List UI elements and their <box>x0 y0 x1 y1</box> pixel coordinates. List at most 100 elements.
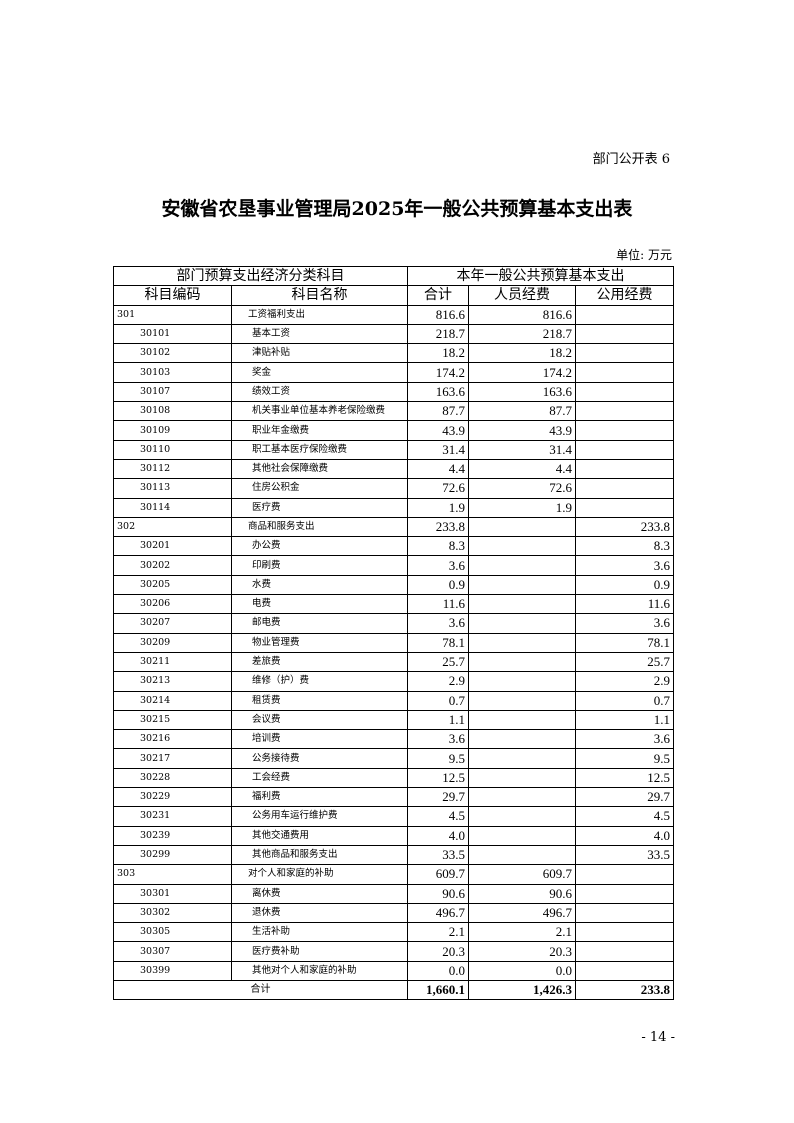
total-cell: 2.9 <box>407 671 469 692</box>
personnel-cell <box>468 709 576 731</box>
code-cell: 30108 <box>113 401 232 422</box>
public-cell: 78.1 <box>575 632 674 653</box>
table-row: 30205 水费 0.9 0.9 <box>113 574 674 596</box>
personnel-cell: 609.7 <box>468 864 576 885</box>
total-cell: 3.6 <box>407 555 469 576</box>
total-cell: 2.1 <box>407 922 469 943</box>
public-cell: 9.5 <box>575 748 674 769</box>
table-row: 30110 职工基本医疗保险缴费 31.4 31.4 <box>113 439 674 460</box>
public-cell <box>575 883 674 904</box>
code-cell: 30216 <box>113 729 232 750</box>
code-cell: 303 <box>113 864 232 885</box>
personnel-cell: 31.4 <box>468 439 576 460</box>
total-cell: 3.6 <box>407 729 469 750</box>
table-row: 30206 电费 11.6 11.6 <box>113 594 674 615</box>
total-cell: 29.7 <box>407 787 469 808</box>
table-row: 30112 其他社会保障缴费 4.4 4.4 <box>113 458 674 480</box>
unit-label: 单位: 万元 <box>616 248 672 262</box>
public-cell <box>575 941 674 962</box>
total-cell: 233.8 <box>407 516 469 538</box>
name-cell: 维修（护）费 <box>231 671 408 692</box>
table-tag: 部门公开表 6 <box>592 152 670 167</box>
name-cell: 住房公积金 <box>231 478 408 499</box>
code-cell: 30228 <box>113 767 232 789</box>
total-cell: 78.1 <box>407 632 469 653</box>
table-row: 30209 物业管理费 78.1 78.1 <box>113 632 674 653</box>
public-cell <box>575 304 674 325</box>
name-cell: 邮电费 <box>231 613 408 634</box>
grand-total-row: 合计 1,660.1 1,426.3 233.8 <box>113 979 674 1001</box>
table-row: 30201 办公费 8.3 8.3 <box>113 536 674 557</box>
table-row: 30399 其他对个人和家庭的补助 0.0 0.0 <box>113 960 674 981</box>
group-header-classification: 部门预算支出经济分类科目 <box>113 265 408 287</box>
grand-total-label: 合计 <box>113 979 408 1001</box>
total-cell: 72.6 <box>407 478 469 499</box>
code-cell: 30217 <box>113 748 232 769</box>
table-row: 30114 医疗费 1.9 1.9 <box>113 497 674 518</box>
table-row: 302 商品和服务支出 233.8 233.8 <box>113 516 674 538</box>
total-cell: 4.5 <box>407 806 469 827</box>
personnel-cell <box>468 806 576 827</box>
total-cell: 11.6 <box>407 594 469 615</box>
personnel-cell: 20.3 <box>468 941 576 962</box>
page-number: - 14 - <box>641 1030 675 1045</box>
table-row: 30211 差旅费 25.7 25.7 <box>113 651 674 673</box>
name-cell: 公务用车运行维护费 <box>231 806 408 827</box>
code-cell: 30209 <box>113 632 232 653</box>
personnel-cell: 218.7 <box>468 323 576 345</box>
total-cell: 0.9 <box>407 574 469 596</box>
public-cell <box>575 497 674 518</box>
personnel-cell <box>468 690 576 711</box>
total-cell: 163.6 <box>407 381 469 403</box>
code-cell: 30206 <box>113 594 232 615</box>
code-cell: 30215 <box>113 709 232 731</box>
public-cell: 233.8 <box>575 516 674 538</box>
code-cell: 30239 <box>113 825 232 846</box>
personnel-cell <box>468 613 576 634</box>
code-cell: 30305 <box>113 922 232 943</box>
code-cell: 30112 <box>113 458 232 480</box>
total-cell: 1.1 <box>407 709 469 731</box>
public-cell: 29.7 <box>575 787 674 808</box>
personnel-cell <box>468 536 576 557</box>
personnel-cell <box>468 516 576 538</box>
personnel-cell: 2.1 <box>468 922 576 943</box>
personnel-cell: 496.7 <box>468 902 576 924</box>
personnel-cell <box>468 555 576 576</box>
personnel-cell: 163.6 <box>468 381 576 403</box>
name-cell: 离休费 <box>231 883 408 904</box>
name-cell: 其他对个人和家庭的补助 <box>231 960 408 981</box>
code-cell: 302 <box>113 516 232 538</box>
code-cell: 30114 <box>113 497 232 518</box>
personnel-cell: 87.7 <box>468 401 576 422</box>
personnel-cell: 174.2 <box>468 362 576 383</box>
table-row: 30229 福利费 29.7 29.7 <box>113 787 674 808</box>
code-cell: 30103 <box>113 362 232 383</box>
public-cell <box>575 401 674 422</box>
public-cell <box>575 922 674 943</box>
total-cell: 0.7 <box>407 690 469 711</box>
personnel-cell <box>468 729 576 750</box>
total-cell: 25.7 <box>407 651 469 673</box>
budget-table: 部门预算支出经济分类科目 本年一般公共预算基本支出 科目编码 科目名称 合计 人… <box>113 265 674 1001</box>
code-cell: 30213 <box>113 671 232 692</box>
table-row: 30102 津贴补贴 18.2 18.2 <box>113 343 674 364</box>
code-cell: 30205 <box>113 574 232 596</box>
total-cell: 33.5 <box>407 844 469 866</box>
table-row: 30215 会议费 1.1 1.1 <box>113 709 674 731</box>
personnel-cell: 4.4 <box>468 458 576 480</box>
public-cell: 3.6 <box>575 555 674 576</box>
code-cell: 30202 <box>113 555 232 576</box>
public-cell <box>575 343 674 364</box>
table-row: 30207 邮电费 3.6 3.6 <box>113 613 674 634</box>
table-body: 301 工资福利支出 816.6 816.6 30101 基本工资 218.7 218.7 30… <box>113 304 674 981</box>
name-cell: 医疗费 <box>231 497 408 518</box>
code-cell: 30307 <box>113 941 232 962</box>
public-cell: 11.6 <box>575 594 674 615</box>
group-header-expenditure: 本年一般公共预算基本支出 <box>407 265 674 287</box>
code-cell: 30113 <box>113 478 232 499</box>
total-cell: 496.7 <box>407 902 469 924</box>
name-cell: 基本工资 <box>231 323 408 345</box>
name-cell: 物业管理费 <box>231 632 408 653</box>
code-cell: 30299 <box>113 844 232 866</box>
